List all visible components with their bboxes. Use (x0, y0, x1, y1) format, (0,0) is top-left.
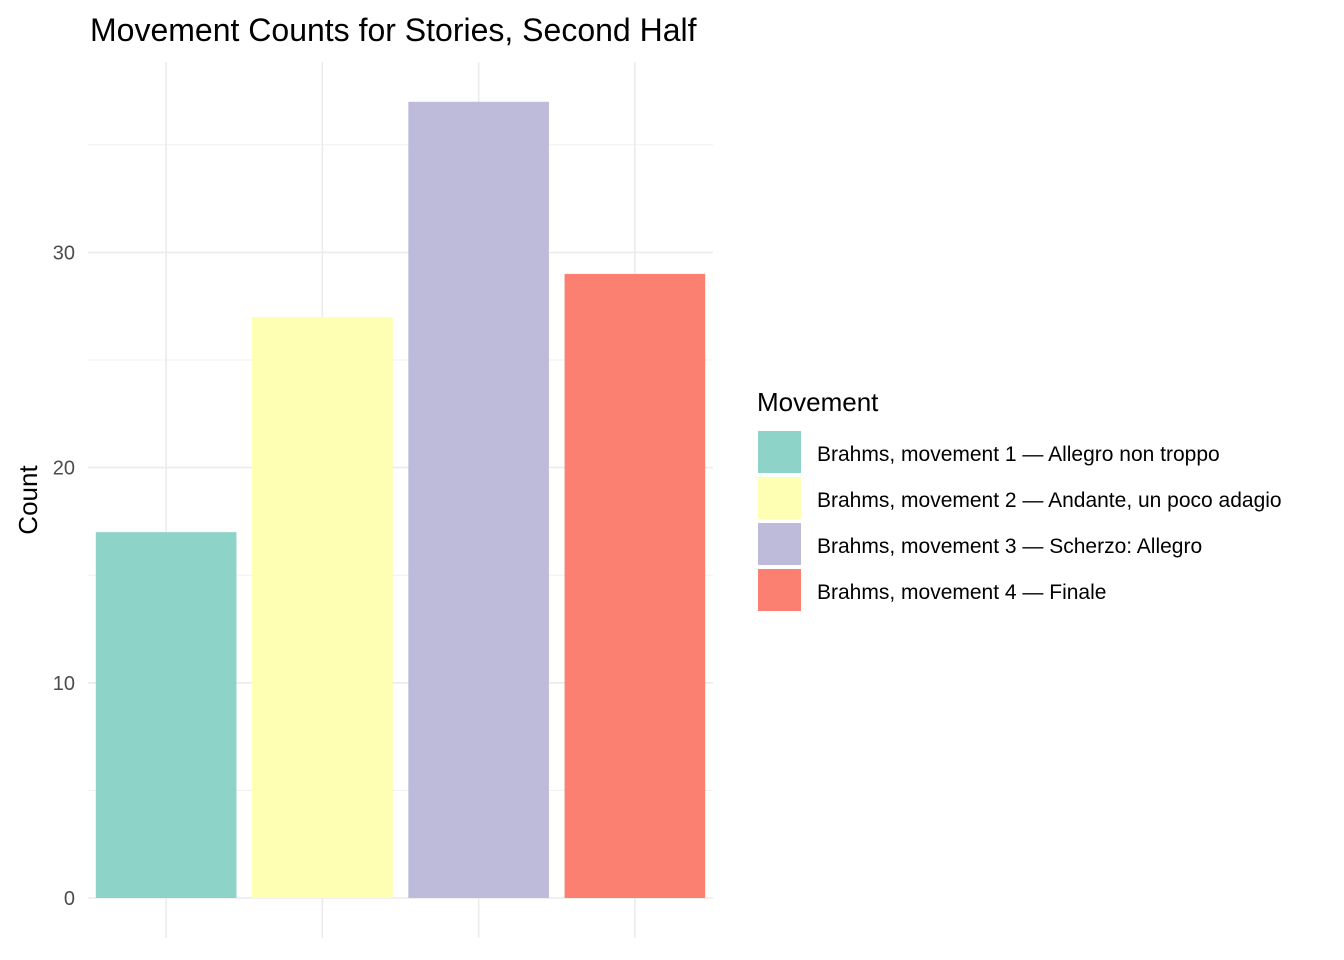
legend-label: Brahms, movement 2 — Andante, un poco ad… (817, 489, 1282, 512)
bar (408, 101, 549, 898)
y-tick-label: 20 (53, 458, 75, 480)
y-axis-ticks: 0 10 20 30 (53, 242, 75, 910)
legend-swatch (758, 569, 801, 611)
bar (564, 273, 706, 898)
legend-swatch (758, 523, 801, 565)
legend-swatch (758, 477, 801, 519)
legend-label: Brahms, movement 4 — Finale (817, 581, 1106, 604)
legend: Brahms, movement 1 — Allegro non troppo B… (758, 431, 1282, 611)
legend-label: Brahms, movement 3 — Scherzo: Allegro (817, 535, 1202, 558)
y-tick-label: 10 (53, 673, 75, 695)
legend-label: Brahms, movement 1 — Allegro non troppo (817, 443, 1220, 466)
bar (95, 532, 237, 898)
legend-swatch (758, 431, 801, 473)
chart-title: Movement Counts for Stories, Second Half (90, 12, 697, 48)
y-tick-label: 30 (53, 242, 75, 264)
bars (95, 101, 706, 899)
legend-title: Movement (757, 387, 879, 417)
bar (252, 316, 393, 899)
y-axis-label: Count (13, 465, 43, 535)
y-tick-label: 0 (64, 888, 75, 910)
